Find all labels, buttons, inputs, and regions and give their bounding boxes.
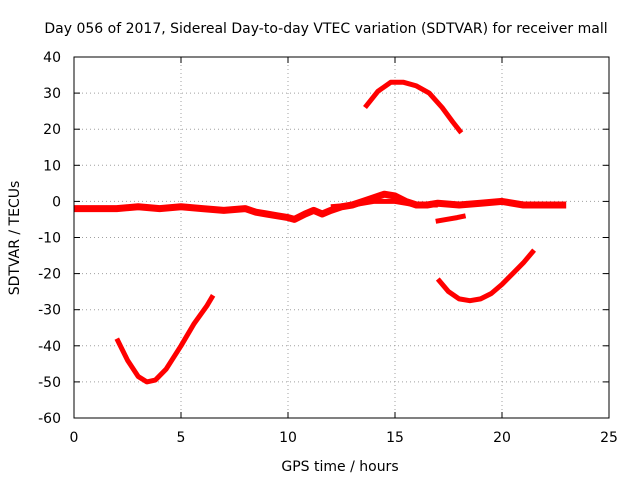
series-arc-low-left — [114, 294, 216, 385]
y-tick-label: -10 — [38, 231, 61, 247]
y-tick-label: -60 — [38, 411, 61, 427]
ticks: 0 5 10 15 20 25 -60 -50 -40 -30 -20 -10 0 10 20 30 40 — [38, 50, 618, 446]
y-tick-label: 10 — [43, 158, 61, 174]
x-tick-label: 25 — [600, 430, 618, 446]
y-tick-label: -30 — [38, 303, 61, 319]
series-arc-high — [363, 79, 464, 135]
x-tick-label: 5 — [177, 430, 186, 446]
series-arc-low-right — [435, 248, 537, 304]
y-tick-label: 0 — [52, 194, 61, 210]
series-secondary-band — [330, 198, 438, 210]
y-axis-label: SDTVAR / TECUs — [7, 181, 23, 296]
x-axis-label: GPS time / hours — [281, 459, 398, 475]
x-tick-label: 10 — [279, 430, 297, 446]
x-tick-label: 0 — [70, 430, 79, 446]
x-tick-label: 15 — [386, 430, 404, 446]
y-tick-label: -50 — [38, 375, 61, 391]
y-tick-label: -40 — [38, 339, 61, 355]
series-short-segment — [435, 213, 467, 224]
series-main-band — [74, 190, 567, 223]
y-tick-label: -20 — [38, 267, 61, 283]
chart-title: Day 056 of 2017, Sidereal Day-to-day VTE… — [44, 21, 607, 37]
y-tick-label: 40 — [43, 50, 61, 66]
x-tick-label: 20 — [493, 430, 511, 446]
series-group — [74, 79, 567, 385]
y-tick-label: 20 — [43, 122, 61, 138]
y-tick-label: 30 — [43, 86, 61, 102]
grid — [74, 57, 609, 418]
